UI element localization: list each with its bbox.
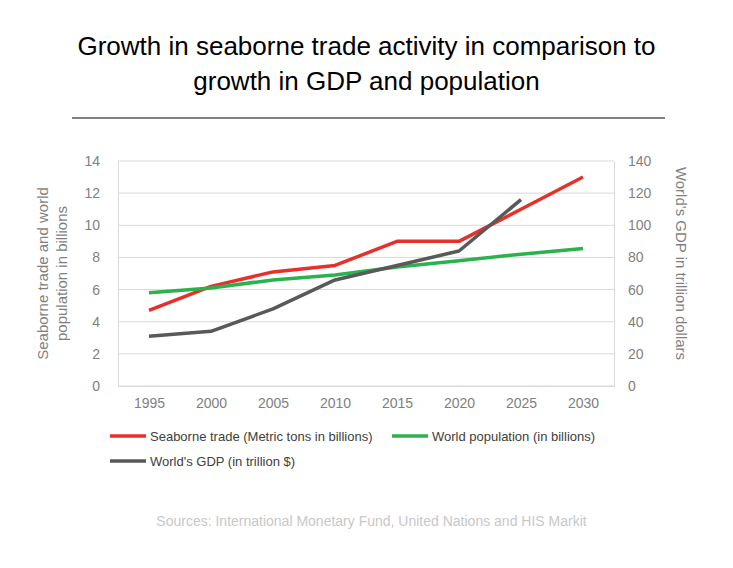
axis-line <box>118 162 119 387</box>
tick-label: 2015 <box>382 395 413 411</box>
tick-label: 2010 <box>320 395 351 411</box>
text-line: Growth in seaborne trade activity in com… <box>77 31 655 61</box>
tick-label: 1995 <box>134 395 165 411</box>
series-line <box>149 249 583 293</box>
grid-line <box>118 321 614 322</box>
tick-label: 80 <box>628 249 644 265</box>
tick-label: 8 <box>92 249 100 265</box>
tick-label: 2000 <box>196 395 227 411</box>
tick: 12 <box>84 185 118 201</box>
legend: Seaborne trade (Metric tons in billions)… <box>110 429 595 469</box>
lines <box>149 177 583 336</box>
chart: Growth in seaborne trade activity in com… <box>0 0 733 568</box>
legend-label: World's GDP (in trillion $) <box>150 454 295 469</box>
axis-line <box>614 162 615 387</box>
grid-line <box>118 353 614 354</box>
tick-label: 100 <box>628 217 652 233</box>
tick-label: 60 <box>628 282 644 298</box>
text-line: growth in GDP and population <box>193 66 539 96</box>
tick: 1995 <box>134 386 165 411</box>
tick: 2015 <box>382 386 413 411</box>
tick: 2020 <box>444 386 475 411</box>
tick: 40 <box>614 314 644 330</box>
grid-line <box>118 386 614 387</box>
x-axis: 1995 2000 2005 2010 2015 2020 2025 2030 <box>119 386 615 411</box>
tick: 0 <box>92 378 118 394</box>
tick: 100 <box>614 217 652 233</box>
tick-label: 2020 <box>444 395 475 411</box>
grid-line <box>118 193 614 194</box>
title-rule <box>72 118 665 119</box>
axis-line <box>119 386 615 387</box>
tick: 20 <box>614 346 644 362</box>
grid <box>118 161 614 386</box>
tick: 4 <box>92 314 118 330</box>
grid-line <box>118 161 614 162</box>
tick-label: 6 <box>92 282 100 298</box>
tick: 80 <box>614 249 644 265</box>
tick-label: 0 <box>92 378 100 394</box>
tick-label: 4 <box>92 314 100 330</box>
tick-label: 2030 <box>568 395 599 411</box>
tick: 8 <box>92 249 118 265</box>
series-line <box>149 200 521 337</box>
y-axis-title: Seaborne trade and worldpopulation in bi… <box>34 187 70 360</box>
tick: 0 <box>614 378 636 394</box>
legend-item: World population (in billions) <box>392 429 595 444</box>
grid-line <box>118 257 614 258</box>
tick: 60 <box>614 282 644 298</box>
y2-axis-title: World's GDP in trillion dollars <box>673 167 690 360</box>
tick: 14 <box>84 153 118 169</box>
tick: 120 <box>614 185 652 201</box>
tick-label: 120 <box>628 185 652 201</box>
tick-label: 2 <box>92 346 100 362</box>
y-axis: 0 2 4 6 8 10 12 14 <box>84 153 118 394</box>
tick-label: 10 <box>84 217 100 233</box>
tick: 6 <box>92 282 118 298</box>
text-line: Seaborne trade and world <box>34 187 51 360</box>
tick: 2030 <box>568 386 599 411</box>
y2-axis: 0 20 40 60 80 100 120 140 <box>614 153 652 394</box>
grid-line <box>118 225 614 226</box>
tick-label: 140 <box>628 153 652 169</box>
tick-label: 2025 <box>506 395 537 411</box>
legend-label: Seaborne trade (Metric tons in billions) <box>150 429 373 444</box>
tick-label: 12 <box>84 185 100 201</box>
tick-label: 14 <box>84 153 100 169</box>
tick: 2005 <box>258 386 289 411</box>
tick: 2010 <box>320 386 351 411</box>
title: Growth in seaborne trade activity in com… <box>77 31 655 96</box>
tick: 2025 <box>506 386 537 411</box>
legend-item: Seaborne trade (Metric tons in billions) <box>110 429 373 444</box>
legend-item: World's GDP (in trillion $) <box>110 454 295 469</box>
text-line: population in billions <box>53 206 70 341</box>
series-line <box>149 177 583 310</box>
tick-label: 20 <box>628 346 644 362</box>
legend-swatch <box>110 459 146 463</box>
tick-label: 0 <box>628 378 636 394</box>
tick: 140 <box>614 153 652 169</box>
tick-label: 40 <box>628 314 644 330</box>
tick: 2 <box>92 346 118 362</box>
tick-label: 2005 <box>258 395 289 411</box>
tick: 2000 <box>196 386 227 411</box>
legend-swatch <box>392 434 428 438</box>
source: Sources: International Monetary Fund, Un… <box>156 513 586 529</box>
tick: 10 <box>84 217 118 233</box>
legend-swatch <box>110 434 146 438</box>
legend-label: World population (in billions) <box>432 429 595 444</box>
